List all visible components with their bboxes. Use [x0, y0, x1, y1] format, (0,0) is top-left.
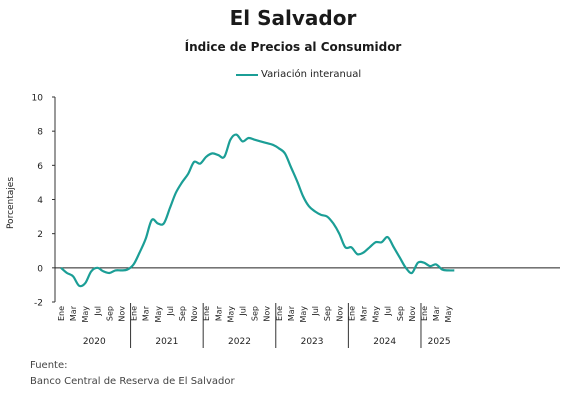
source-note: Fuente: Banco Central de Reserva de El S…: [30, 358, 235, 390]
x-tick-label: May: [226, 306, 235, 323]
x-tick-label: Mar: [360, 305, 369, 321]
x-tick-label: Nov: [118, 306, 127, 322]
x-tick-label: Jul: [311, 306, 320, 317]
chart-title: El Salvador: [229, 6, 357, 30]
x-tick-label: Mar: [432, 305, 441, 321]
y-tick-label: 6: [37, 162, 43, 172]
x-tick-label: Jul: [93, 306, 102, 317]
legend-swatch: [236, 73, 258, 76]
x-tick-label: Ene: [57, 306, 66, 321]
x-tick-label: Jul: [239, 306, 248, 317]
x-tick-label: May: [444, 306, 453, 323]
x-tick-label: Nov: [335, 306, 344, 322]
x-tick-label: Nov: [408, 306, 417, 322]
year-label: 2025: [428, 337, 451, 347]
x-tick-label: Sep: [396, 306, 405, 321]
legend-label: Variación interanual: [261, 69, 362, 80]
x-tick-label: Sep: [105, 306, 114, 321]
x-tick-label: Ene: [275, 306, 284, 321]
x-tick-label: Sep: [251, 306, 260, 321]
x-tick-label: Sep: [323, 306, 332, 321]
x-tick-label: Mar: [69, 305, 78, 321]
x-tick-label: Nov: [263, 306, 272, 322]
x-tick-label: Sep: [178, 306, 187, 321]
x-tick-label: May: [372, 306, 381, 323]
x-tick-label: Jul: [384, 306, 393, 317]
x-tick-label: Mar: [142, 305, 151, 321]
source-label: Fuente:: [30, 360, 68, 371]
x-tick-label: Ene: [130, 306, 139, 321]
y-tick-label: 8: [37, 128, 43, 138]
x-tick-label: May: [154, 306, 163, 323]
y-tick-label: 2: [37, 230, 43, 240]
chart-subtitle: Índice de Precios al Consumidor: [184, 40, 402, 54]
x-tick-label: Mar: [287, 305, 296, 321]
x-tick-label: May: [299, 306, 308, 323]
x-tick-label: Nov: [190, 306, 199, 322]
x-tick-label: Mar: [214, 305, 223, 321]
y-tick-label: 10: [32, 94, 44, 104]
y-tick-label: -2: [34, 299, 43, 309]
series-line-variacion-interanual: [60, 133, 455, 288]
source-text: Banco Central de Reserva de El Salvador: [30, 376, 235, 387]
x-tick-label: Ene: [347, 306, 356, 321]
y-tick-label: 4: [37, 196, 43, 206]
x-tick-label: Jul: [166, 306, 175, 317]
legend: Variación interanual: [236, 69, 361, 80]
year-label: 2021: [155, 337, 178, 347]
year-label: 2024: [373, 337, 396, 347]
year-label: 2022: [228, 337, 251, 347]
x-tick-label: May: [81, 306, 90, 323]
x-tick-label: Ene: [202, 306, 211, 321]
x-tick-label: Ene: [420, 306, 429, 321]
year-label: 2020: [83, 337, 106, 347]
y-tick-label: 0: [37, 264, 43, 274]
year-label: 2023: [301, 337, 324, 347]
